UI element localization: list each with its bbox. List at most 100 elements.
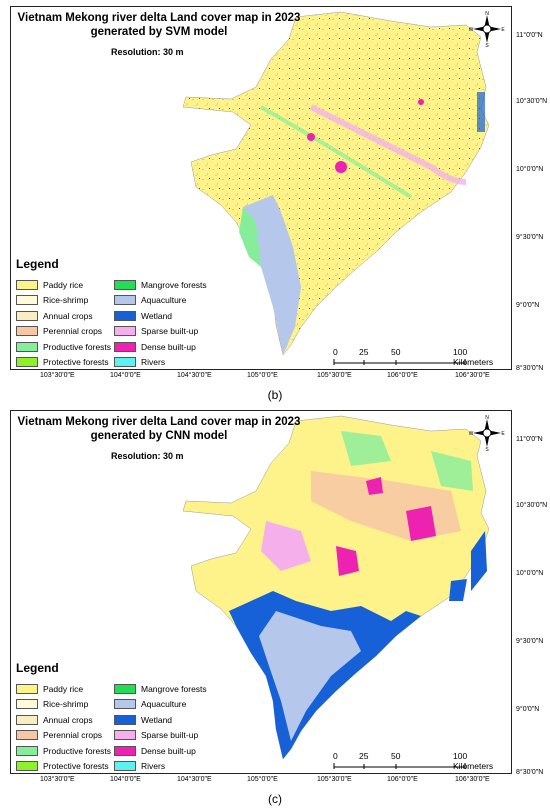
legend-item: Perennial crops [16, 324, 111, 340]
legend-label: Dense built-up [141, 341, 196, 352]
legend-item: Paddy rice [16, 681, 111, 697]
legend-swatch [114, 279, 136, 290]
legend-swatch [16, 357, 38, 368]
map-title: Vietnam Mekong river delta Land cover ma… [17, 416, 301, 442]
legend-swatch [114, 295, 136, 306]
figure-caption: (b) [267, 388, 283, 402]
legend-label: Paddy rice [43, 683, 84, 694]
legend-swatch [16, 761, 38, 772]
legend-swatch [114, 326, 136, 337]
legend-item: Rice-shrimp [16, 293, 111, 309]
legend-title: Legend [16, 257, 59, 271]
legend-swatch [114, 699, 136, 710]
legend-label: Annual crops [43, 714, 93, 725]
legend-item: Sparse built-up [114, 728, 207, 744]
legend-label: Paddy rice [43, 279, 84, 290]
legend-label: Perennial crops [43, 730, 103, 741]
legend-label: Rice-shrimp [43, 295, 89, 306]
legend-item: Dense built-up [114, 339, 207, 355]
legend-swatch [16, 714, 38, 725]
legend-item: Wetland [114, 712, 207, 728]
legend-item: Productive forests [16, 339, 111, 355]
scale-bar: 0 25 50 100 Kilometers [333, 751, 494, 771]
legend-item: Sparse built-up [114, 324, 207, 340]
legend-item: Annual crops [16, 308, 111, 324]
svg-text:S: S [485, 447, 489, 451]
legend-item: Rivers [114, 759, 207, 774]
legend-item: Mangrove forests [114, 681, 207, 697]
legend-col-left: Paddy rice Rice-shrimp Annual crops Perenni… [16, 277, 111, 370]
legend-item: Rice-shrimp [16, 697, 111, 713]
legend-label: Rivers [141, 357, 166, 368]
legend-title: Legend [16, 661, 59, 675]
legend-label: Rice-shrimp [43, 699, 89, 710]
legend-swatch [16, 341, 38, 352]
legend-swatch [114, 730, 136, 741]
map-title: Vietnam Mekong river delta Land cover ma… [17, 12, 301, 38]
compass-rose-icon: N S E W [469, 415, 505, 451]
legend-label: Sparse built-up [141, 730, 199, 741]
legend-col-right: Mangrove forests Aquaculture Wetland Sparse… [114, 277, 207, 370]
legend-label: Dense built-up [141, 745, 196, 756]
scale-bar: 0 25 50 100 Kilometers [333, 347, 494, 367]
map-frame: Vietnam Mekong river delta Land cover ma… [10, 410, 512, 774]
legend-swatch [16, 730, 38, 741]
legend-swatch [114, 745, 136, 756]
legend-swatch [16, 699, 38, 710]
delta-map-svm [182, 11, 490, 356]
legend-swatch [114, 761, 136, 772]
legend-label: Rivers [141, 761, 166, 772]
legend-label: Protective forests [43, 761, 109, 772]
legend-label: Wetland [141, 310, 173, 321]
legend-item: Protective forests [16, 355, 111, 370]
legend-swatch [16, 745, 38, 756]
legend-label: Annual crops [43, 310, 93, 321]
legend-swatch [114, 310, 136, 321]
legend-swatch [16, 310, 38, 321]
figure-caption: (c) [268, 792, 282, 806]
legend-swatch [16, 295, 38, 306]
svg-text:E: E [501, 27, 505, 33]
svg-text:N: N [485, 415, 489, 421]
legend-swatch [114, 683, 136, 694]
svg-text:E: E [501, 431, 505, 437]
legend-swatch [114, 714, 136, 725]
legend-item: Perennial crops [16, 728, 111, 744]
legend-swatch [16, 326, 38, 337]
legend-swatch [16, 683, 38, 694]
legend-item: Aquaculture [114, 293, 207, 309]
legend-swatch [114, 357, 136, 368]
legend-item: Wetland [114, 308, 207, 324]
legend-item: Mangrove forests [114, 277, 207, 293]
legend-label: Aquaculture [141, 295, 187, 306]
compass-rose-icon: N S E W [469, 11, 505, 47]
svg-text:W: W [469, 27, 474, 33]
legend-label: Wetland [141, 714, 173, 725]
legend-item: Aquaculture [114, 697, 207, 713]
svg-text:S: S [485, 43, 489, 47]
legend-label: Productive forests [43, 745, 112, 756]
map-panel-svm: Vietnam Mekong river delta Land cover ma… [0, 0, 550, 402]
legend: Legend Paddy rice Rice-shrimp Annual crops… [14, 257, 244, 369]
legend-swatch [16, 279, 38, 290]
legend-label: Sparse built-up [141, 326, 199, 337]
resolution-label: Resolution: 30 m [111, 47, 184, 57]
svg-text:W: W [469, 431, 474, 437]
legend-item: Paddy rice [16, 277, 111, 293]
svg-text:N: N [485, 11, 489, 17]
legend-col-left: Paddy rice Rice-shrimp Annual crops Perenni… [16, 681, 111, 773]
legend-item: Annual crops [16, 712, 111, 728]
legend: Legend Paddy rice Rice-shrimp Annual crops… [14, 661, 244, 773]
legend-swatch [114, 341, 136, 352]
legend-item: Dense built-up [114, 743, 207, 759]
legend-col-right: Mangrove forests Aquaculture Wetland Sparse… [114, 681, 207, 774]
legend-label: Protective forests [43, 357, 109, 368]
map-frame: Vietnam Mekong river delta Land cover ma… [10, 6, 512, 370]
legend-label: Productive forests [43, 341, 112, 352]
legend-item: Rivers [114, 355, 207, 370]
legend-label: Mangrove forests [141, 279, 207, 290]
legend-label: Mangrove forests [141, 683, 207, 694]
map-panel-cnn: Vietnam Mekong river delta Land cover ma… [0, 404, 550, 806]
resolution-label: Resolution: 30 m [111, 451, 184, 461]
legend-item: Productive forests [16, 743, 111, 759]
